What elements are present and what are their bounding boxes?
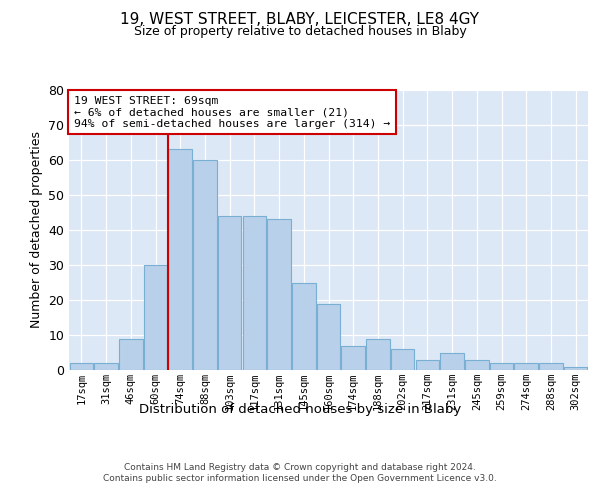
Bar [268,220,291,370]
Bar [317,304,340,370]
Text: Contains HM Land Registry data © Crown copyright and database right 2024.: Contains HM Land Registry data © Crown c… [124,462,476,471]
Text: 19 WEST STREET: 69sqm
← 6% of detached houses are smaller (21)
94% of semi-detac: 19 WEST STREET: 69sqm ← 6% of detached h… [74,96,391,129]
Text: Distribution of detached houses by size in Blaby: Distribution of detached houses by size … [139,402,461,415]
Bar [292,282,316,370]
Bar [564,366,587,370]
Text: 19, WEST STREET, BLABY, LEICESTER, LE8 4GY: 19, WEST STREET, BLABY, LEICESTER, LE8 4… [121,12,479,28]
Bar [416,360,439,370]
Bar [70,363,93,370]
Bar [119,338,143,370]
Bar [440,352,464,370]
Bar [193,160,217,370]
Bar [144,265,167,370]
Bar [218,216,241,370]
Text: Contains public sector information licensed under the Open Government Licence v3: Contains public sector information licen… [103,474,497,483]
Bar [465,360,488,370]
Text: Size of property relative to detached houses in Blaby: Size of property relative to detached ho… [134,25,466,38]
Bar [539,363,563,370]
Bar [341,346,365,370]
Bar [94,363,118,370]
Bar [366,338,389,370]
Bar [242,216,266,370]
Y-axis label: Number of detached properties: Number of detached properties [29,132,43,328]
Bar [391,349,415,370]
Bar [514,363,538,370]
Bar [490,363,513,370]
Bar [169,150,192,370]
